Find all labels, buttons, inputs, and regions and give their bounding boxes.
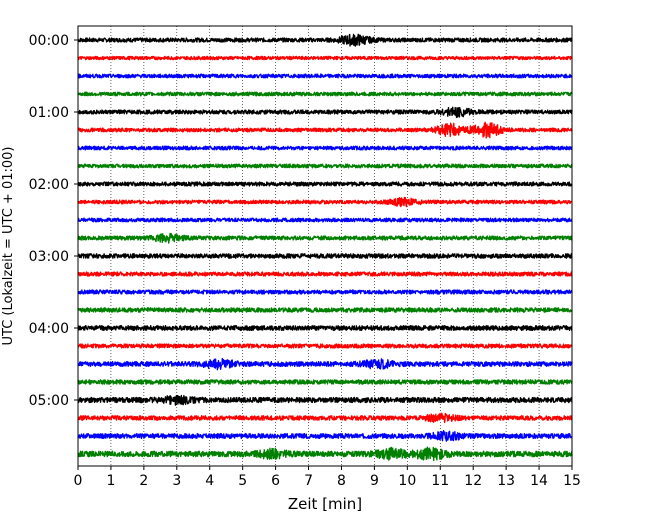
- trace-0100: [77, 106, 573, 119]
- y-axis: 00:00 01:00 02:00 03:00 04:00 05:00: [29, 33, 78, 409]
- trace-0000: [77, 33, 573, 47]
- y-tick-label: 03:00: [29, 249, 69, 265]
- trace-0415: [77, 343, 573, 349]
- x-tick-label: 15: [563, 473, 581, 489]
- x-axis: 0 1 2 3 4 5 6 7 8 9 10 11 12 13 14 15: [74, 466, 581, 489]
- trace-0430: [77, 357, 573, 371]
- x-tick-label: 9: [370, 473, 379, 489]
- y-tick-label: 01:00: [29, 105, 69, 121]
- trace-0515: [77, 412, 573, 424]
- trace-0215: [77, 196, 573, 208]
- trace-0030: [77, 73, 573, 79]
- x-tick-label: 1: [106, 473, 115, 489]
- y-tick-label: 00:00: [29, 33, 69, 49]
- trace-0245: [77, 232, 573, 244]
- trace-0330: [77, 289, 573, 295]
- trace-0045: [77, 91, 573, 97]
- trace-group: [77, 33, 573, 462]
- x-tick-label: 7: [304, 473, 313, 489]
- x-tick-label: 4: [205, 473, 214, 489]
- x-tick-label: 0: [74, 473, 83, 489]
- trace-0545: [77, 446, 573, 462]
- x-tick-label: 10: [398, 473, 416, 489]
- trace-0500: [77, 394, 573, 406]
- x-tick-label: 12: [464, 473, 482, 489]
- x-tick-label: 8: [337, 473, 346, 489]
- x-tick-label: 2: [139, 473, 148, 489]
- y-tick-label: 02:00: [29, 177, 69, 193]
- trace-0315: [77, 271, 573, 277]
- y-axis-label: UTC (Lokalzeit = UTC + 01:00): [1, 147, 16, 346]
- trace-0400: [77, 324, 573, 332]
- trace-0015: [77, 55, 573, 61]
- trace-0115: [77, 121, 573, 139]
- x-tick-label: 14: [530, 473, 548, 489]
- trace-0145: [77, 163, 573, 169]
- trace-0345: [77, 307, 573, 313]
- y-tick-label: 05:00: [29, 393, 69, 409]
- x-tick-label: 13: [497, 473, 515, 489]
- x-axis-label: Zeit [min]: [288, 495, 362, 513]
- plot-frame: [77, 25, 573, 467]
- trace-0200: [77, 181, 573, 187]
- trace-0445: [77, 379, 573, 385]
- trace-0230: [77, 217, 573, 223]
- y-tick-label: 04:00: [29, 321, 69, 337]
- trace-0530: [77, 430, 573, 442]
- trace-0300: [77, 253, 573, 259]
- x-tick-label: 3: [172, 473, 181, 489]
- x-tick-label: 5: [238, 473, 247, 489]
- x-tick-label: 11: [431, 473, 449, 489]
- grid-lines: [110, 26, 540, 466]
- x-tick-label: 6: [271, 473, 280, 489]
- trace-0130: [77, 145, 573, 151]
